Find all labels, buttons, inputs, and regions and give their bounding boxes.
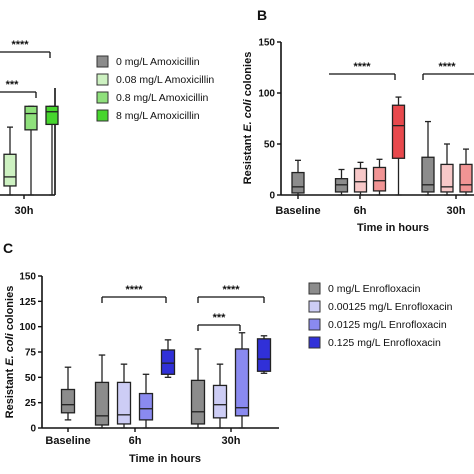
panel-b-sig-1: **** bbox=[353, 61, 371, 73]
panel-b-y-tick-label: 0 bbox=[269, 191, 275, 202]
panel-c-y-tick-label: 25 bbox=[25, 398, 37, 409]
box-c0-iqr bbox=[60, 388, 76, 414]
panel-a: 30h **** *** 0 mg/L Amoxicillin 0.08 mg/… bbox=[0, 39, 214, 217]
box-b5-iqr bbox=[421, 156, 435, 193]
panel-c-category-baseline: Baseline bbox=[45, 435, 90, 447]
legend-c-label-2: 0.0125 mg/L Enrofloxacin bbox=[328, 319, 447, 331]
panel-b-y-tick-label: 50 bbox=[264, 140, 276, 151]
box-c1-iqr bbox=[94, 381, 110, 426]
legend-c-label-3: 0.125 mg/L Enrofloxacin bbox=[328, 337, 441, 349]
legend-c-label-0: 0 mg/L Enrofloxacin bbox=[328, 283, 421, 295]
panel-b-y-tick-label: 100 bbox=[258, 89, 275, 100]
legend-a-label-2: 0.8 mg/L Amoxicillin bbox=[116, 92, 209, 104]
panel-c-y-tick-label: 50 bbox=[25, 373, 37, 384]
legend-a-label-1: 0.08 mg/L Amoxicillin bbox=[116, 74, 214, 86]
legend-a-swatch-1 bbox=[96, 73, 109, 86]
box-a1-iqr bbox=[24, 105, 38, 131]
legend-c-swatch-0 bbox=[308, 282, 321, 295]
box-b3-iqr bbox=[372, 166, 387, 192]
panel-c-y-tick-label: 125 bbox=[19, 297, 36, 308]
box-a0-iqr bbox=[3, 153, 17, 187]
box-b2-iqr bbox=[353, 167, 368, 193]
box-b0-iqr bbox=[291, 171, 305, 194]
box-c4-iqr bbox=[160, 349, 176, 375]
panel-c-category-30h: 30h bbox=[222, 435, 241, 447]
box-a2-iqr bbox=[45, 105, 59, 126]
panel-b-boxes bbox=[291, 96, 473, 196]
panel-a-boxes bbox=[3, 105, 59, 196]
panel-b-category-6h: 6h bbox=[354, 205, 367, 217]
box-c8-iqr bbox=[256, 338, 272, 372]
panel-b-category-baseline: Baseline bbox=[275, 205, 320, 217]
panel-a-sig-1: **** bbox=[11, 39, 29, 51]
legend-c-swatch-1 bbox=[308, 300, 321, 313]
panel-a-category-label: 30h bbox=[15, 205, 34, 217]
legend-c-swatch-3 bbox=[308, 336, 321, 349]
panel-b: B 0 50 100 150 Resistant E. coli colonies B… bbox=[242, 7, 474, 234]
panel-c-sig-1: **** bbox=[125, 284, 143, 296]
panel-c-sig-3: *** bbox=[213, 312, 227, 324]
panel-b-sig-2: **** bbox=[438, 61, 456, 73]
box-c3-iqr bbox=[138, 392, 154, 421]
legend-a-label-0: 0 mg/L Amoxicillin bbox=[116, 56, 200, 68]
panel-b-category-30h: 30h bbox=[447, 205, 466, 217]
panel-c-y-tick-label: 150 bbox=[19, 272, 36, 283]
panel-c-legend: 0 mg/L Enrofloxacin 0.00125 mg/L Enroflo… bbox=[308, 282, 453, 349]
box-b4-iqr bbox=[391, 104, 406, 159]
legend-c-label-1: 0.00125 mg/L Enrofloxacin bbox=[328, 301, 453, 313]
panel-c-boxes bbox=[60, 332, 272, 429]
box-b7-iqr bbox=[459, 163, 473, 193]
panel-c-label: C bbox=[3, 240, 13, 256]
panel-c-y-tick-label: 100 bbox=[19, 322, 36, 333]
panel-c-y-ticks: 0 25 50 75 100 125 150 bbox=[19, 272, 42, 435]
legend-a-swatch-2 bbox=[96, 91, 109, 104]
legend-c-swatch-2 bbox=[308, 318, 321, 331]
legend-a-label-3: 8 mg/L Amoxicillin bbox=[116, 110, 200, 122]
panel-c-sig-2: **** bbox=[222, 284, 240, 296]
legend-a-swatch-0 bbox=[96, 55, 109, 68]
panel-b-y-axis-title: Resistant E. coli colonies bbox=[242, 52, 254, 185]
panel-c: C 0 25 50 75 100 125 150 Resistant E. coli col… bbox=[3, 240, 453, 465]
panel-b-label: B bbox=[257, 7, 267, 23]
panel-b-y-tick-label: 150 bbox=[258, 38, 275, 49]
box-c6-iqr bbox=[212, 384, 228, 419]
panel-c-y-axis-title: Resistant E. coli colonies bbox=[4, 286, 16, 419]
box-c2-iqr bbox=[116, 381, 132, 425]
panel-a-legend: 0 mg/L Amoxicillin 0.08 mg/L Amoxicillin… bbox=[96, 55, 214, 122]
panel-a-sig-2: *** bbox=[6, 79, 20, 91]
panel-c-y-tick-label: 75 bbox=[25, 348, 37, 359]
legend-a-swatch-3 bbox=[96, 109, 109, 122]
panel-b-x-axis-title: Time in hours bbox=[357, 222, 429, 234]
box-c5-iqr bbox=[190, 379, 206, 425]
panel-b-y-ticks: 0 50 100 150 bbox=[258, 38, 281, 202]
panel-c-category-6h: 6h bbox=[129, 435, 142, 447]
panel-c-y-tick-label: 0 bbox=[30, 424, 36, 435]
panel-c-x-axis-title: Time in hours bbox=[129, 453, 201, 465]
box-b6-iqr bbox=[440, 163, 454, 193]
box-c7-iqr bbox=[234, 348, 250, 417]
